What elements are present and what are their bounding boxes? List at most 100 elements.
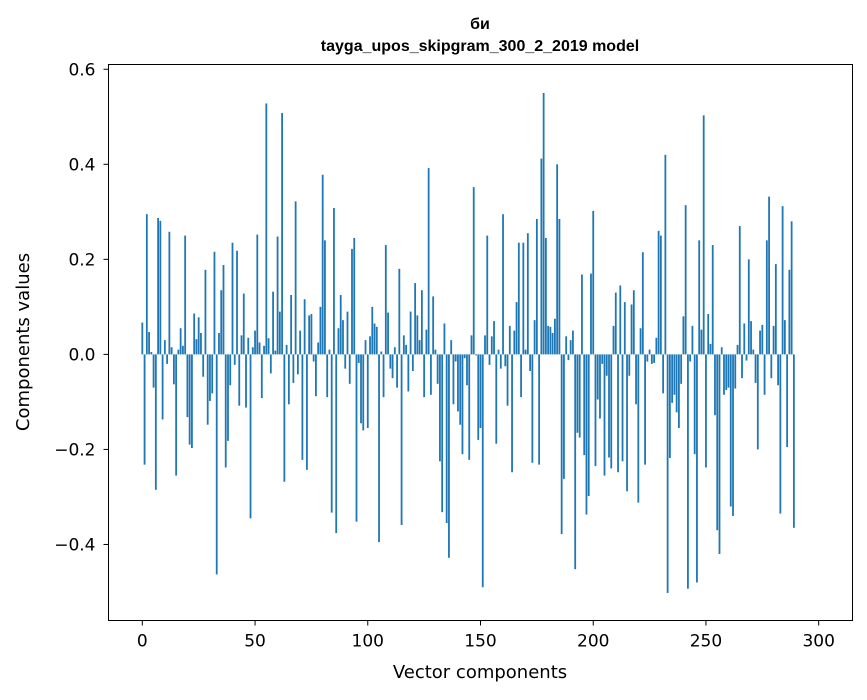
- x-tick-label: 100: [352, 632, 384, 652]
- bar: [414, 283, 417, 355]
- bar: [303, 299, 306, 355]
- x-tick-label: 0: [137, 632, 148, 652]
- bar: [369, 336, 371, 355]
- bar: [355, 354, 358, 522]
- bar: [434, 349, 437, 355]
- bar: [605, 354, 608, 376]
- bar: [398, 268, 401, 355]
- bar: [743, 323, 746, 355]
- bar: [256, 234, 259, 355]
- bar: [689, 354, 692, 362]
- bar: [637, 354, 640, 503]
- bar: [517, 242, 520, 355]
- bar: [542, 93, 545, 355]
- bar: [436, 354, 439, 384]
- y-tick-label: −0.4: [54, 535, 95, 555]
- bar: [328, 349, 331, 355]
- bar: [407, 354, 410, 392]
- bar: [738, 226, 741, 355]
- bar: [445, 354, 448, 524]
- bar: [563, 354, 565, 479]
- bar: [249, 354, 252, 519]
- bar: [360, 354, 362, 424]
- bar: [231, 242, 234, 355]
- bar: [342, 320, 344, 355]
- bar: [319, 306, 322, 355]
- bar: [448, 354, 450, 558]
- bar: [729, 354, 732, 507]
- bar: [700, 329, 703, 355]
- bar: [644, 354, 646, 465]
- bar: [493, 321, 495, 355]
- bar: [195, 339, 198, 355]
- bar: [393, 347, 396, 355]
- bar: [418, 340, 421, 355]
- bar: [227, 354, 229, 441]
- bar: [463, 354, 466, 359]
- bar: [382, 354, 385, 398]
- bar: [583, 354, 586, 456]
- bar: [576, 354, 579, 433]
- bar: [581, 274, 583, 355]
- bar: [315, 354, 317, 397]
- bar: [520, 354, 522, 398]
- bar: [362, 354, 365, 431]
- bar: [145, 214, 148, 355]
- bar: [664, 154, 667, 355]
- bar: [678, 354, 680, 429]
- y-tick-label: 0.4: [68, 155, 95, 175]
- bar: [723, 354, 725, 395]
- bar: [614, 292, 617, 355]
- bar: [439, 354, 441, 462]
- bar: [236, 250, 238, 355]
- bar: [150, 352, 153, 355]
- bar: [540, 158, 543, 355]
- bar: [531, 354, 534, 463]
- bar: [427, 168, 430, 355]
- bar: [247, 337, 250, 355]
- bar: [747, 259, 750, 355]
- bar: [621, 354, 624, 462]
- bar: [191, 354, 193, 448]
- bar: [673, 354, 676, 395]
- bar: [684, 205, 687, 355]
- bar: [513, 330, 516, 355]
- bar: [175, 354, 178, 476]
- bar: [499, 354, 502, 369]
- bar: [777, 354, 779, 386]
- bar: [172, 354, 175, 385]
- bar: [272, 291, 274, 355]
- bar: [204, 269, 207, 355]
- bar: [384, 245, 387, 355]
- bar: [285, 344, 288, 355]
- bar: [454, 354, 457, 362]
- bar: [371, 306, 374, 355]
- bar: [396, 354, 398, 388]
- bar: [504, 354, 507, 367]
- bar: [551, 333, 554, 355]
- bar: [179, 328, 182, 355]
- bar: [522, 242, 525, 355]
- bar: [387, 312, 389, 355]
- bar: [696, 354, 698, 583]
- bar: [790, 221, 793, 355]
- bar: [211, 354, 214, 394]
- bar: [366, 354, 369, 429]
- bar: [554, 318, 556, 355]
- bar: [535, 218, 538, 355]
- bar: [375, 326, 378, 355]
- bar: [423, 354, 426, 398]
- bar: [260, 354, 263, 399]
- bar: [495, 354, 498, 444]
- bar: [641, 252, 644, 355]
- x-tick-label: 200: [577, 632, 609, 652]
- bar: [245, 354, 247, 408]
- y-tick-label: 0.0: [68, 345, 95, 365]
- bar: [348, 354, 351, 384]
- bar: [768, 196, 770, 355]
- bar: [240, 335, 243, 355]
- bar: [734, 354, 737, 389]
- bar: [556, 164, 559, 355]
- bar: [783, 320, 786, 355]
